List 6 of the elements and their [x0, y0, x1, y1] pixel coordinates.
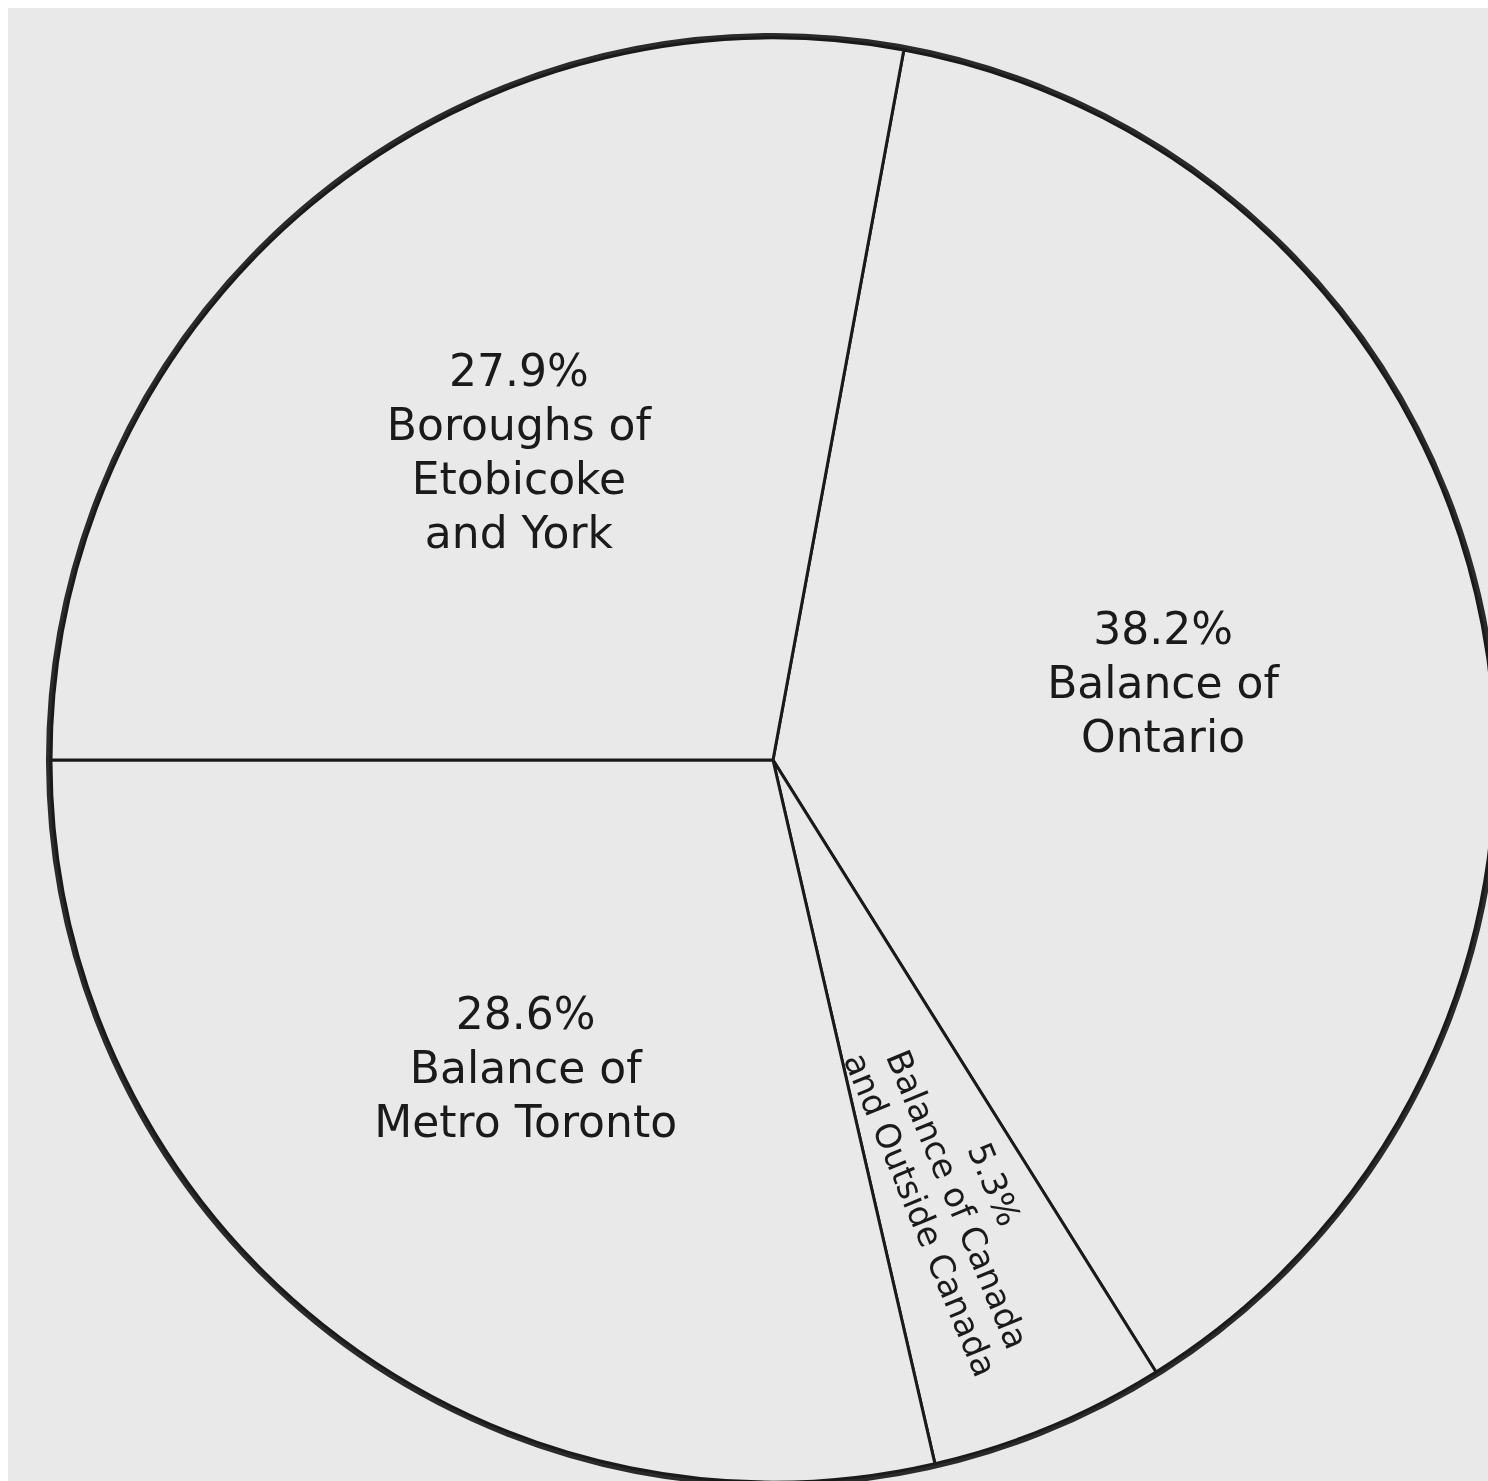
data-label: 38.2% [1093, 602, 1233, 654]
slice-label: Boroughs of Etobicoke and York [386, 398, 653, 558]
data-label: 27.9% [449, 344, 589, 396]
slice-label: Balance of Ontario [1047, 656, 1281, 762]
slice-label: Balance of Metro Toronto [374, 1041, 678, 1147]
data-label: 28.6% [455, 987, 596, 1039]
